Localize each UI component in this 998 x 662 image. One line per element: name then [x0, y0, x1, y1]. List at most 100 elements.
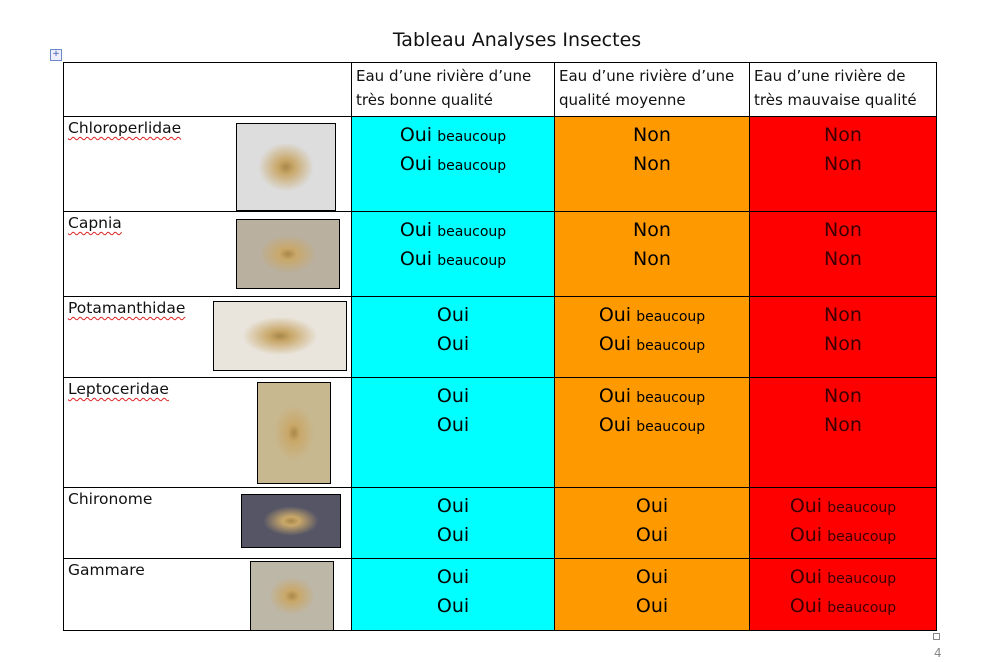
result-cell-good: Oui Oui — [351, 296, 555, 378]
result-qualifier: beaucoup — [636, 419, 706, 435]
result-cell-good: Oui Oui — [351, 558, 555, 631]
result-line: Oui beaucoup — [555, 411, 749, 440]
result-value: Oui — [789, 566, 823, 588]
result-line: Oui — [555, 592, 749, 621]
result-line: Oui — [555, 563, 749, 592]
result-line: Non — [750, 216, 936, 245]
result-value: Non — [824, 333, 862, 355]
header-medium-quality: Eau d’une rivière d’une qualité moyenne — [554, 62, 750, 117]
result-value: Non — [824, 385, 862, 407]
result-cell-medium: Oui Oui — [554, 558, 750, 631]
result-value: Oui — [436, 414, 470, 436]
result-value: Non — [824, 414, 862, 436]
insect-name: Gammare — [68, 561, 145, 579]
result-cell-bad: Non Non — [749, 211, 937, 297]
result-cell-medium: Oui beaucoup Oui beaucoup — [554, 377, 750, 488]
insect-name: Capnia — [68, 214, 122, 232]
result-value: Oui — [598, 385, 632, 407]
result-value: Non — [824, 124, 862, 146]
result-line: Oui beaucoup — [352, 245, 554, 274]
result-value: Oui — [789, 524, 823, 546]
gammare-photo — [250, 561, 334, 631]
insect-name-cell: Chloroperlidae — [63, 116, 352, 212]
result-line: Non — [750, 330, 936, 359]
result-value: Oui — [399, 248, 433, 270]
result-value: Oui — [598, 304, 632, 326]
result-value: Non — [824, 304, 862, 326]
result-value: Non — [633, 219, 671, 241]
result-value: Oui — [399, 124, 433, 146]
result-line: Oui beaucoup — [750, 521, 936, 550]
leptoceridae-photo — [257, 382, 331, 484]
page-number: 4 — [934, 646, 942, 660]
result-line: Non — [555, 216, 749, 245]
result-cell-medium: Oui Oui — [554, 487, 750, 559]
result-value: Oui — [789, 495, 823, 517]
insect-name-cell: Leptoceridae — [63, 377, 352, 488]
result-value: Oui — [635, 524, 669, 546]
document-title: Tableau Analyses Insectes — [392, 29, 642, 51]
result-value: Non — [824, 153, 862, 175]
result-line: Non — [750, 245, 936, 274]
result-value: Oui — [598, 414, 632, 436]
result-line: Oui beaucoup — [352, 150, 554, 179]
result-qualifier: beaucoup — [437, 129, 507, 145]
result-line: Non — [750, 411, 936, 440]
result-line: Non — [555, 121, 749, 150]
result-cell-bad: Non Non — [749, 116, 937, 212]
result-value: Oui — [436, 595, 470, 617]
result-qualifier: beaucoup — [827, 571, 897, 587]
table-row: Gammare Oui Oui Oui Oui Oui beaucoup Oui beauc… — [63, 558, 937, 631]
result-line: Oui — [352, 411, 554, 440]
result-value: Non — [633, 248, 671, 270]
result-line: Oui beaucoup — [750, 492, 936, 521]
result-line: Oui — [352, 492, 554, 521]
table-row: Leptoceridae Oui Oui Oui beaucoup Oui beauco… — [63, 377, 937, 488]
result-value: Non — [633, 153, 671, 175]
result-cell-bad: Non Non — [749, 296, 937, 378]
result-line: Oui beaucoup — [555, 301, 749, 330]
result-value: Non — [824, 219, 862, 241]
result-cell-medium: Non Non — [554, 211, 750, 297]
result-cell-good: Oui Oui — [351, 487, 555, 559]
result-qualifier: beaucoup — [636, 338, 706, 354]
result-value: Oui — [436, 495, 470, 517]
result-line: Oui — [352, 382, 554, 411]
result-line: Non — [750, 301, 936, 330]
insect-analysis-table: Eau d’une rivière d’une très bonne quali… — [63, 62, 937, 631]
result-qualifier: beaucoup — [437, 253, 507, 269]
insect-name-cell: Capnia — [63, 211, 352, 297]
result-value: Oui — [436, 333, 470, 355]
result-line: Oui beaucoup — [352, 216, 554, 245]
table-move-handle-icon[interactable]: + — [50, 49, 62, 61]
result-value: Oui — [635, 595, 669, 617]
insect-name-cell: Potamanthidae — [63, 296, 352, 378]
header-bad-quality: Eau d’une rivière de très mauvaise quali… — [749, 62, 937, 117]
result-cell-good: Oui beaucoup Oui beaucoup — [351, 211, 555, 297]
table-row: Chloroperlidae Oui beaucoup Oui beaucoup No… — [63, 116, 937, 212]
table-row: Potamanthidae Oui Oui Oui beaucoup Oui beauc… — [63, 296, 937, 378]
result-cell-bad: Non Non — [749, 377, 937, 488]
result-line: Oui — [352, 521, 554, 550]
result-qualifier: beaucoup — [636, 390, 706, 406]
result-line: Oui beaucoup — [750, 563, 936, 592]
result-qualifier: beaucoup — [827, 500, 897, 516]
end-of-table-marker — [933, 633, 940, 640]
result-line: Oui beaucoup — [750, 592, 936, 621]
result-line: Oui — [555, 492, 749, 521]
result-line: Non — [750, 382, 936, 411]
result-line: Non — [555, 150, 749, 179]
table-row: Chironome Oui Oui Oui Oui Oui beaucoup Oui bea… — [63, 487, 937, 559]
result-value: Oui — [399, 219, 433, 241]
result-cell-medium: Non Non — [554, 116, 750, 212]
result-line: Oui — [352, 301, 554, 330]
result-line: Oui — [352, 330, 554, 359]
result-cell-bad: Oui beaucoup Oui beaucoup — [749, 487, 937, 559]
result-line: Non — [555, 245, 749, 274]
result-qualifier: beaucoup — [636, 309, 706, 325]
result-line: Oui — [352, 592, 554, 621]
chironome-photo — [241, 494, 341, 548]
result-value: Oui — [436, 566, 470, 588]
result-value: Non — [824, 248, 862, 270]
insect-name: Potamanthidae — [68, 299, 186, 317]
